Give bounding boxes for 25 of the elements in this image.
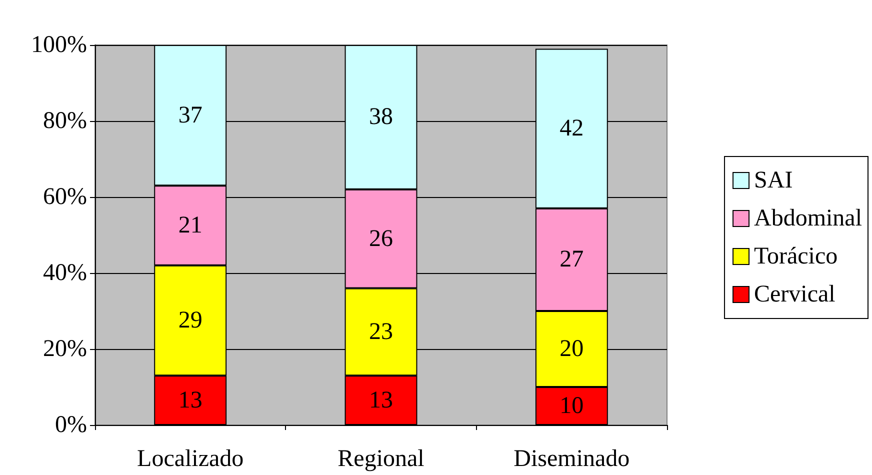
y-tick-label: 80%	[43, 108, 87, 134]
y-tick-label: 100%	[31, 32, 87, 58]
x-tick-label: Diseminado	[514, 446, 630, 472]
data-label: 13	[178, 387, 202, 414]
x-tick-label: Regional	[338, 446, 425, 472]
data-label: 37	[178, 102, 202, 128]
legend-label: Torácico	[754, 244, 838, 270]
legend-label: Cervical	[754, 282, 836, 308]
y-tick-label: 40%	[43, 260, 87, 286]
data-label: 42	[560, 116, 584, 142]
x-tick-label: Localizado	[137, 446, 244, 472]
data-label: 26	[369, 226, 393, 252]
legend-label: SAI	[754, 168, 793, 194]
data-label: 20	[560, 336, 584, 362]
data-label: 21	[178, 212, 202, 238]
data-label: 23	[369, 318, 393, 345]
data-label: 29	[178, 308, 202, 334]
y-tick-label: 60%	[43, 184, 87, 210]
data-label: 13	[369, 387, 393, 414]
y-tick-label: 0%	[55, 412, 87, 438]
legend-label: Abdominal	[754, 206, 862, 232]
data-label: 38	[369, 104, 393, 130]
data-label: 27	[560, 246, 584, 273]
data-label: 10	[560, 393, 584, 419]
y-tick-label: 20%	[43, 336, 87, 362]
